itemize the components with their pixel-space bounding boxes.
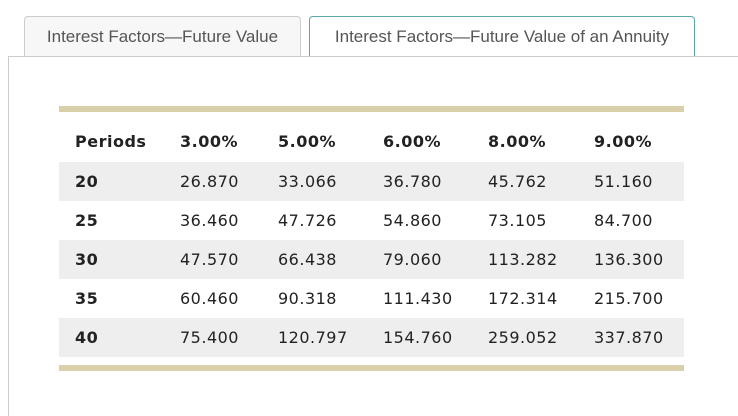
table-cell: 66.438: [278, 250, 337, 269]
table-cell: 113.282: [488, 250, 558, 269]
column-header: Periods: [75, 132, 147, 151]
table-cell: 120.797: [278, 328, 348, 347]
table-cell: 172.314: [488, 289, 558, 308]
table-cell: 54.860: [383, 211, 442, 230]
column-header: 3.00%: [180, 132, 239, 151]
tab[interactable]: Interest Factors—Future Value: [24, 16, 301, 56]
table-cell: 60.460: [180, 289, 239, 308]
table-cell: 36.460: [180, 211, 239, 230]
column-header: 6.00%: [383, 132, 442, 151]
panel: [8, 56, 738, 416]
table-cell: 36.780: [383, 172, 442, 191]
row-background: [59, 318, 684, 357]
table-cell: 26.870: [180, 172, 239, 191]
table-cell: 337.870: [594, 328, 664, 347]
row-header: 30: [75, 250, 99, 269]
row-header: 25: [75, 211, 99, 230]
row-background: [59, 162, 684, 201]
table-cell: 90.318: [278, 289, 337, 308]
row-header: 40: [75, 328, 99, 347]
table-cell: 215.700: [594, 289, 664, 308]
row-header: 20: [75, 172, 99, 191]
table-cell: 73.105: [488, 211, 547, 230]
table-cell: 154.760: [383, 328, 453, 347]
table-cell: 75.400: [180, 328, 239, 347]
table-cell: 79.060: [383, 250, 442, 269]
table-rule: [59, 106, 684, 112]
column-header: 9.00%: [594, 132, 653, 151]
table-cell: 111.430: [383, 289, 453, 308]
table-cell: 51.160: [594, 172, 653, 191]
column-header: 5.00%: [278, 132, 337, 151]
row-background: [59, 240, 684, 279]
table-cell: 47.570: [180, 250, 239, 269]
table-cell: 45.762: [488, 172, 547, 191]
row-header: 35: [75, 289, 99, 308]
tab-active[interactable]: Interest Factors—Future Value of an Annu…: [309, 16, 695, 57]
table-cell: 136.300: [594, 250, 664, 269]
table-cell: 259.052: [488, 328, 558, 347]
table-cell: 84.700: [594, 211, 653, 230]
table-cell: 47.726: [278, 211, 337, 230]
table-cell: 33.066: [278, 172, 337, 191]
column-header: 8.00%: [488, 132, 547, 151]
table-rule: [59, 365, 684, 371]
